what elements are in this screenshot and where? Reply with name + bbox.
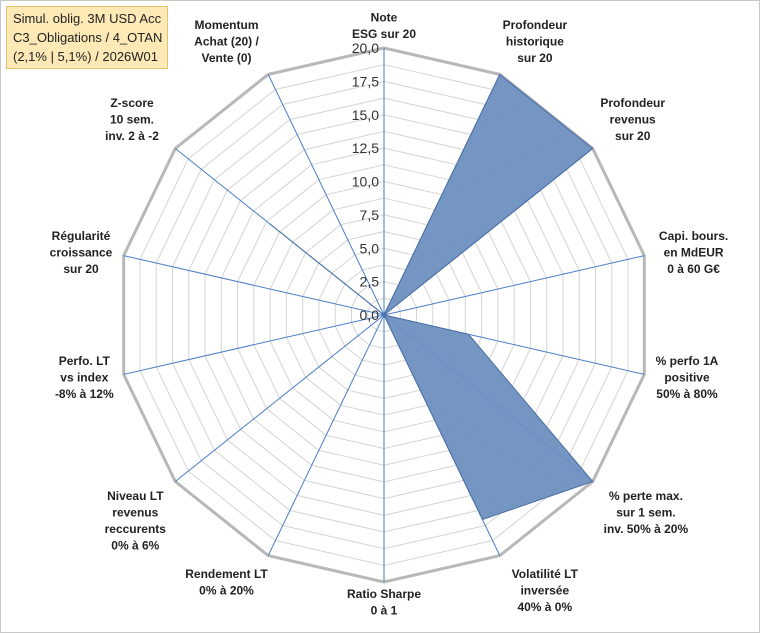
axis-label-line: revenus [610, 112, 656, 126]
axis-label: Volatilité LT inversée 40% à 0% [512, 567, 579, 614]
axis-label-line: 10 sem. [110, 112, 154, 126]
axis-label: Profondeur historique sur 20 [503, 18, 568, 65]
tick-label: 2,5 [360, 274, 380, 290]
axis-label-line: Profondeur [600, 96, 665, 110]
axis-spoke [123, 314, 385, 375]
axis-label-line: vs index [60, 371, 108, 385]
axis-label: Niveau LT revenus reccurents 0% à 6% [105, 489, 167, 553]
tick-label: 20,0 [352, 40, 379, 56]
axis-label-line: Profondeur [503, 18, 568, 32]
axis-label-line: positive [664, 371, 710, 385]
axis-label-line: 50% à 80% [656, 387, 718, 401]
axis-label-line: Capi. bours. [659, 229, 728, 243]
title-line-1: Simul. oblig. 3M USD Acc [13, 11, 162, 26]
axis-label: Profondeur revenus sur 20 [600, 96, 665, 143]
axis-label: Ratio Sharpe 0 à 1 [347, 587, 421, 618]
axis-label-line: inv. 2 à -2 [105, 129, 159, 143]
axis-spoke [267, 74, 385, 316]
axis-label-line: Rendement LT [185, 567, 268, 581]
axis-label: Note ESG sur 20 [352, 11, 416, 42]
series-area [268, 73, 594, 521]
axis-spoke [123, 255, 385, 316]
axis-label-line: ESG sur 20 [352, 27, 416, 41]
tick-label: 7,5 [360, 207, 380, 223]
chart-title-box: Simul. oblig. 3M USD Acc C3_Obligations … [6, 6, 168, 69]
axis-label-line: Régularité [52, 229, 111, 243]
axis-label-line: inversée [520, 584, 569, 598]
axis-label-line: croissance [50, 246, 113, 260]
axis-label-line: Volatilité LT [512, 567, 579, 581]
axis-label: Régularité croissance sur 20 [50, 229, 113, 276]
axis-label-line: historique [506, 34, 564, 48]
axis-label-line: -8% à 12% [55, 387, 114, 401]
axis-label-line: 40% à 0% [517, 600, 572, 614]
axis-label-line: % perte max. [609, 489, 683, 503]
axis-label: Perfo. LT vs index -8% à 12% [55, 354, 114, 401]
axis-label-line: Ratio Sharpe [347, 587, 421, 601]
axis-label-line: % perfo 1A [656, 354, 719, 368]
axis-spoke [174, 314, 385, 482]
axis-label-line: 0 à 1 [371, 604, 398, 618]
tick-label: 15,0 [352, 107, 379, 123]
axis-label: Rendement LT 0% à 20% [185, 567, 268, 598]
axis-label-line: inv. 50% à 20% [604, 522, 689, 536]
axis-label-line: 0% à 20% [199, 584, 254, 598]
axis-label-line: 0 à 60 G€ [667, 262, 720, 276]
axis-label-line: reccurents [105, 522, 167, 536]
axis-label-line: 0% à 6% [111, 539, 159, 553]
axis-label: Momentum Achat (20) / Vente (0) [194, 18, 259, 65]
axis-label-line: revenus [112, 506, 158, 520]
axis-label-line: sur 20 [517, 51, 553, 65]
axis-label-line: en MdEUR [664, 246, 724, 260]
tick-label: 5,0 [360, 240, 380, 256]
tick-label: 10,0 [352, 174, 379, 190]
axis-label: Z-score 10 sem. inv. 2 à -2 [105, 96, 159, 143]
axis-label: % perte max. sur 1 sem. inv. 50% à 20% [604, 489, 689, 536]
axis-spoke [267, 314, 385, 556]
axis-label-line: Achat (20) / [194, 34, 259, 48]
axis-label-line: Perfo. LT [59, 354, 111, 368]
tick-label: 17,5 [352, 73, 379, 89]
axis-label-line: sur 20 [615, 129, 651, 143]
axis-label: % perfo 1A positive 50% à 80% [656, 354, 719, 401]
tick-label: 0,0 [360, 307, 380, 323]
axis-spoke [383, 255, 645, 316]
axis-label: Capi. bours. en MdEUR 0 à 60 G€ [659, 229, 728, 276]
axis-label-line: Niveau LT [107, 489, 164, 503]
axis-label-line: Z-score [110, 96, 154, 110]
axis-label-line: Momentum [195, 18, 259, 32]
axis-label-line: sur 20 [63, 262, 99, 276]
tick-label: 12,5 [352, 140, 379, 156]
axis-label-line: Note [371, 11, 398, 25]
axis-label-line: sur 1 sem. [616, 506, 675, 520]
title-line-3: (2,1% | 5,1%) / 2026W01 [13, 49, 159, 64]
title-line-2: C3_Obligations / 4_OTAN [13, 30, 163, 45]
axis-label-line: Vente (0) [201, 51, 251, 65]
